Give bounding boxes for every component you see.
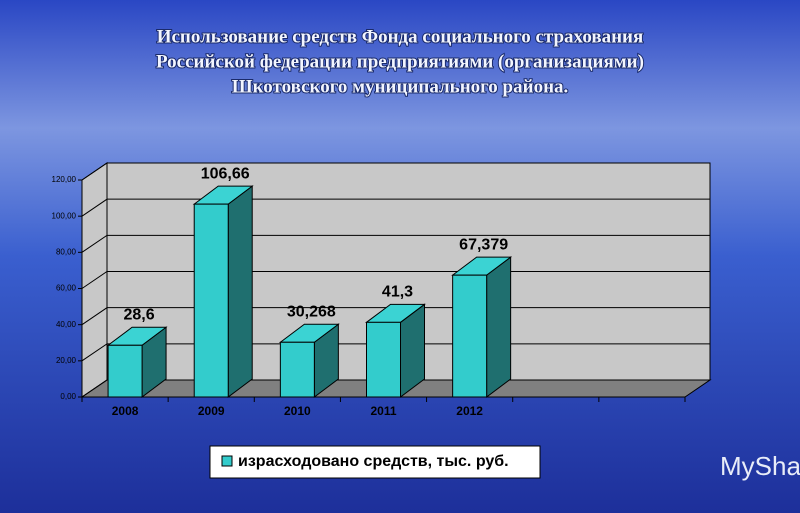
legend xyxy=(209,445,541,479)
legend-label: израсходовано средств, тыс. руб. xyxy=(238,453,509,470)
watermark: MyShared xyxy=(720,451,800,481)
x-tick-label: 2012 xyxy=(456,404,483,418)
bar xyxy=(279,341,315,398)
bar-side xyxy=(227,185,253,398)
chart-title: Шкотовского муниципального района. xyxy=(232,76,569,97)
y-tick-label: 0,00 xyxy=(60,392,76,401)
legend-swatch xyxy=(221,455,233,467)
bar xyxy=(452,274,488,398)
y-tick-label: 60,00 xyxy=(56,284,77,293)
value-label: 67,379 xyxy=(459,236,508,253)
y-tick-label: 100,00 xyxy=(52,211,77,220)
bar xyxy=(366,321,401,398)
x-tick-label: 2010 xyxy=(284,404,311,418)
x-tick-label: 2008 xyxy=(112,404,139,418)
grid-line xyxy=(81,162,710,181)
value-label: 28,6 xyxy=(124,307,155,324)
bar-side xyxy=(486,256,512,398)
grid-line xyxy=(81,234,710,253)
y-tick-label: 20,00 xyxy=(56,356,77,365)
bar xyxy=(107,344,143,398)
grid-line xyxy=(81,198,710,217)
y-tick-label: 120,00 xyxy=(52,175,77,184)
chart-title: Использование средств Фонда социального … xyxy=(157,26,644,47)
value-label: 30,268 xyxy=(287,303,336,320)
y-tick-label: 80,00 xyxy=(56,247,77,256)
bar xyxy=(193,203,229,398)
y-tick-label: 40,00 xyxy=(56,320,77,329)
x-tick-label: 2011 xyxy=(370,404,396,418)
x-tick-label: 2009 xyxy=(198,404,225,418)
value-label: 106,66 xyxy=(201,165,250,182)
value-label: 41,3 xyxy=(382,284,413,301)
chart-title: Российской федерации предприятиями (орга… xyxy=(156,51,644,72)
